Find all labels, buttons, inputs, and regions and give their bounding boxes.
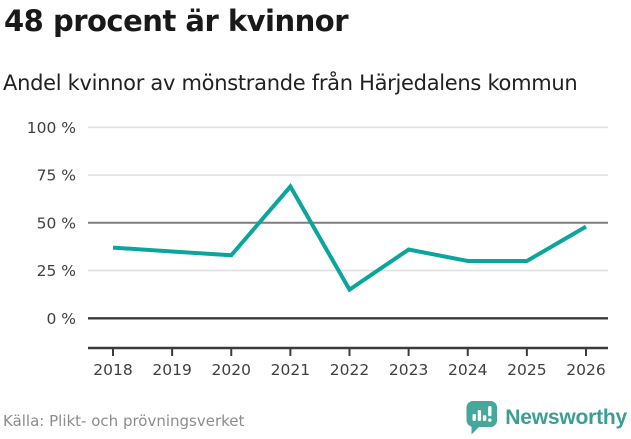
- y-tick-label: 25 %: [37, 262, 76, 280]
- y-tick-label: 75 %: [37, 167, 76, 185]
- trend-line: [112, 183, 588, 293]
- bubble-shape: [466, 401, 498, 435]
- y-tick-label: 100 %: [27, 119, 76, 137]
- x-tick-label: 2022: [330, 361, 369, 379]
- gridlines: [88, 126, 608, 320]
- x-tick-label: 2023: [389, 361, 428, 379]
- x-axis-labels: 2018 2019 2020 2021 2022 2023 2024 2025 2026: [93, 361, 605, 379]
- y-tick-label: 50 %: [37, 214, 76, 232]
- source-caption: Källa: Plikt- och prövningsverket: [3, 412, 245, 430]
- bubble-bars: [472, 406, 492, 422]
- bar-chart-bubble-icon: [465, 400, 498, 435]
- x-axis: [88, 346, 608, 356]
- x-tick-label: 2020: [212, 361, 251, 379]
- data-line: [112, 183, 588, 293]
- chart-subtitle: Andel kvinnor av mönstrande från Härjeda…: [3, 71, 578, 95]
- x-tick-label: 2018: [93, 361, 132, 379]
- newsworthy-wordmark: Newsworthy: [505, 405, 627, 429]
- y-tick-label: 0 %: [46, 310, 76, 328]
- x-tick-label: 2021: [271, 361, 310, 379]
- x-tick-label: 2019: [152, 361, 191, 379]
- x-tick-label: 2025: [507, 361, 546, 379]
- y-axis-labels: 0 % 25 % 50 % 75 % 100 %: [27, 119, 76, 328]
- x-tick-label: 2024: [448, 361, 487, 379]
- chart-title: 48 procent är kvinnor: [4, 4, 349, 38]
- x-tick-label: 2026: [566, 361, 605, 379]
- newsworthy-logo[interactable]: Newsworthy: [465, 400, 627, 435]
